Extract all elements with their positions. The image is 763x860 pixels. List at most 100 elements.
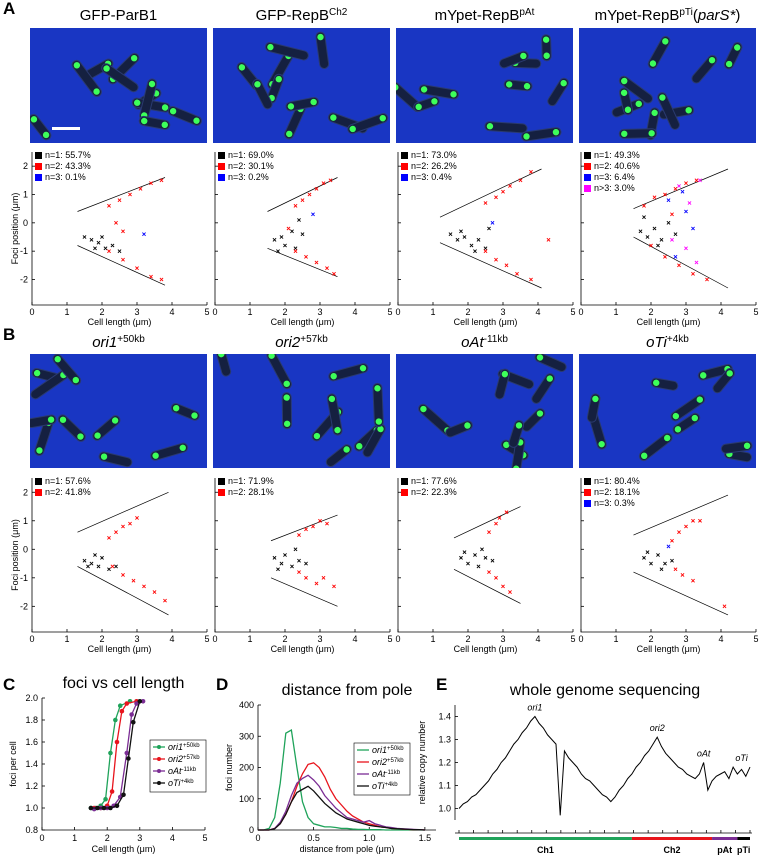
point <box>638 229 643 234</box>
legend-swatch <box>401 152 408 159</box>
point <box>659 567 664 572</box>
focus <box>552 128 560 136</box>
title-part: ) <box>735 7 740 24</box>
focus <box>287 103 295 110</box>
focus <box>130 55 138 62</box>
point <box>455 237 460 242</box>
envelope-line <box>633 168 729 209</box>
cell <box>586 393 601 423</box>
rods <box>30 52 202 141</box>
point <box>462 550 467 555</box>
y-tick-label: 2 <box>23 487 28 497</box>
x-tick-label: 5 <box>570 634 575 644</box>
cell <box>266 354 292 390</box>
title-part: mYpet-RepB <box>595 7 680 24</box>
focus <box>133 99 141 106</box>
focus <box>543 52 550 59</box>
segment-label: pTi <box>737 845 750 855</box>
cell <box>252 78 273 110</box>
point <box>645 550 650 555</box>
x-tick-label: 5 <box>204 634 209 644</box>
point <box>459 229 463 234</box>
rods <box>30 354 200 468</box>
point <box>286 226 291 231</box>
point <box>117 198 122 203</box>
rods <box>396 34 569 142</box>
legend-name: ori1 <box>168 742 183 752</box>
point <box>666 198 671 203</box>
cell-body <box>167 105 202 126</box>
envelope-line <box>270 577 338 607</box>
point <box>670 538 674 543</box>
point <box>487 226 491 231</box>
marker <box>114 803 120 809</box>
legend-sup: +50kb <box>183 743 200 749</box>
focus <box>191 412 198 419</box>
x-tick-label: 0 <box>395 307 400 317</box>
point <box>107 203 111 208</box>
point <box>297 218 301 222</box>
focus <box>674 426 682 433</box>
point <box>96 240 101 245</box>
focus <box>653 379 660 386</box>
focus <box>77 433 84 440</box>
focus <box>72 376 80 384</box>
point <box>332 271 336 276</box>
point <box>663 254 667 259</box>
legend-marker <box>157 769 161 773</box>
focus <box>542 36 550 43</box>
chromosome-segment <box>631 837 713 840</box>
y-tick-label: 1 <box>23 190 28 200</box>
chromosome-segment <box>459 837 632 840</box>
legend-swatch <box>35 152 42 159</box>
point <box>276 567 280 572</box>
chart-title: foci vs cell length <box>63 675 185 692</box>
focus <box>536 410 544 417</box>
point <box>89 237 94 242</box>
legend-swatch <box>218 478 225 485</box>
point <box>121 524 125 529</box>
cell-body <box>372 382 384 428</box>
legend-swatch <box>218 152 225 159</box>
cell <box>638 432 673 462</box>
image-title: GFP-RepBCh2 <box>256 7 348 25</box>
legend-name: ori1 <box>372 745 387 755</box>
cell <box>531 373 556 404</box>
micrograph <box>30 354 207 468</box>
legend-label: n=2: 28.1% <box>228 487 274 497</box>
point <box>314 581 319 586</box>
segment-label: Ch2 <box>663 845 680 855</box>
legend-label: n=1: 77.6% <box>411 476 457 486</box>
y-tick-label: 1.0 <box>438 804 451 814</box>
legend-swatch <box>401 163 408 170</box>
legend-marker <box>157 757 161 761</box>
x-tick-label: 4 <box>352 307 357 317</box>
point <box>293 547 298 552</box>
focus <box>592 395 599 403</box>
point <box>529 277 533 282</box>
focus <box>662 38 669 45</box>
point <box>677 530 681 535</box>
focus <box>734 44 741 51</box>
focus <box>330 372 337 380</box>
point <box>142 584 146 589</box>
focus <box>152 452 159 459</box>
cell <box>372 382 384 428</box>
focus <box>672 412 680 420</box>
focus <box>621 77 628 85</box>
focus <box>505 81 513 88</box>
x-tick-label: 2 <box>282 634 287 644</box>
focus <box>685 107 692 114</box>
y-axis-label: foci number <box>224 744 234 791</box>
cell <box>534 354 567 372</box>
segment-label: pAt <box>717 845 732 855</box>
point <box>673 186 678 191</box>
image-title: ori1+50kb <box>92 334 145 352</box>
point <box>684 246 688 251</box>
x-tick-label: 5 <box>753 634 758 644</box>
envelope-line <box>267 177 338 212</box>
point <box>656 243 660 248</box>
point <box>494 257 498 262</box>
focus <box>503 441 510 449</box>
cell-body <box>150 442 189 461</box>
